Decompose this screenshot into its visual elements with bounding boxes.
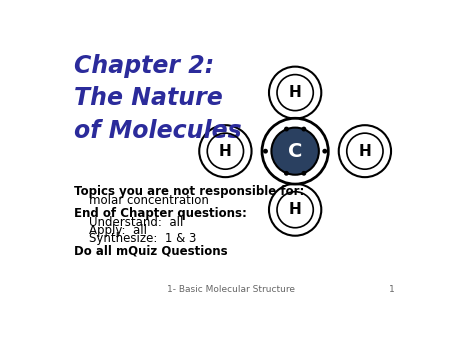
Ellipse shape — [302, 171, 306, 176]
Ellipse shape — [269, 184, 321, 236]
Ellipse shape — [284, 127, 289, 131]
Text: molar concentration: molar concentration — [74, 194, 208, 207]
Ellipse shape — [262, 118, 328, 184]
Ellipse shape — [271, 128, 319, 175]
Ellipse shape — [322, 149, 327, 153]
Text: Chapter 2:: Chapter 2: — [74, 54, 214, 78]
Text: The Nature: The Nature — [74, 86, 222, 110]
Text: H: H — [289, 85, 302, 100]
Text: Topics you are not responsible for:: Topics you are not responsible for: — [74, 185, 304, 198]
Text: End of Chapter questions:: End of Chapter questions: — [74, 207, 247, 220]
Text: 1: 1 — [389, 285, 395, 294]
Text: 1- Basic Molecular Structure: 1- Basic Molecular Structure — [166, 285, 295, 294]
Text: Apply:  all: Apply: all — [74, 224, 147, 237]
Text: C: C — [288, 142, 302, 161]
Text: H: H — [219, 144, 232, 159]
Text: Synthesize:  1 & 3: Synthesize: 1 & 3 — [74, 232, 196, 245]
Ellipse shape — [269, 67, 321, 119]
Ellipse shape — [199, 125, 252, 177]
Text: of Molecules: of Molecules — [74, 119, 242, 143]
Ellipse shape — [339, 125, 391, 177]
Ellipse shape — [302, 127, 306, 131]
Ellipse shape — [284, 171, 289, 176]
Ellipse shape — [263, 149, 268, 153]
Text: H: H — [359, 144, 371, 159]
Text: Do all mQuiz Questions: Do all mQuiz Questions — [74, 245, 227, 258]
Text: H: H — [289, 202, 302, 217]
Text: Understand:  all: Understand: all — [74, 216, 183, 229]
